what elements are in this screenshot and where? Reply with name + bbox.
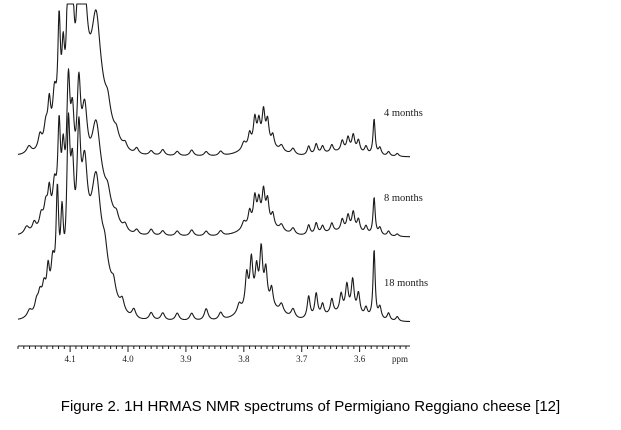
x-axis-label: ppm	[392, 354, 408, 364]
spectrum-line-18-months	[17, 112, 411, 323]
x-tick-label: 3.7	[296, 354, 308, 364]
figure-caption: Figure 2. 1H HRMAS NMR spectrums of Perm…	[60, 398, 561, 415]
x-axis-ticks: 4.1 4.0 3.9 3.8 3.7 3.6	[17, 346, 407, 364]
series-labels: 4 months 8 months 18 months	[384, 108, 428, 289]
x-tick-label: 3.9	[180, 354, 192, 364]
spectrum-line-8-months	[17, 68, 411, 238]
nmr-spectrum-chart: 4 months 8 months 18 months 4.1 4.0 3.9 3.8 3.…	[17, 3, 428, 364]
x-tick-label: 4.1	[64, 354, 75, 364]
x-tick-label: 3.8	[238, 354, 250, 364]
spectrum-line-4-months	[17, 3, 411, 158]
x-axis: 4.1 4.0 3.9 3.8 3.7 3.6 ppm	[17, 345, 410, 364]
x-tick-label: 3.6	[354, 354, 366, 364]
spectrum-traces	[17, 3, 411, 323]
series-label-18-months: 18 months	[384, 278, 428, 289]
series-label-4-months: 4 months	[384, 108, 423, 119]
x-tick-label: 4.0	[122, 354, 134, 364]
series-label-8-months: 8 months	[384, 193, 423, 204]
